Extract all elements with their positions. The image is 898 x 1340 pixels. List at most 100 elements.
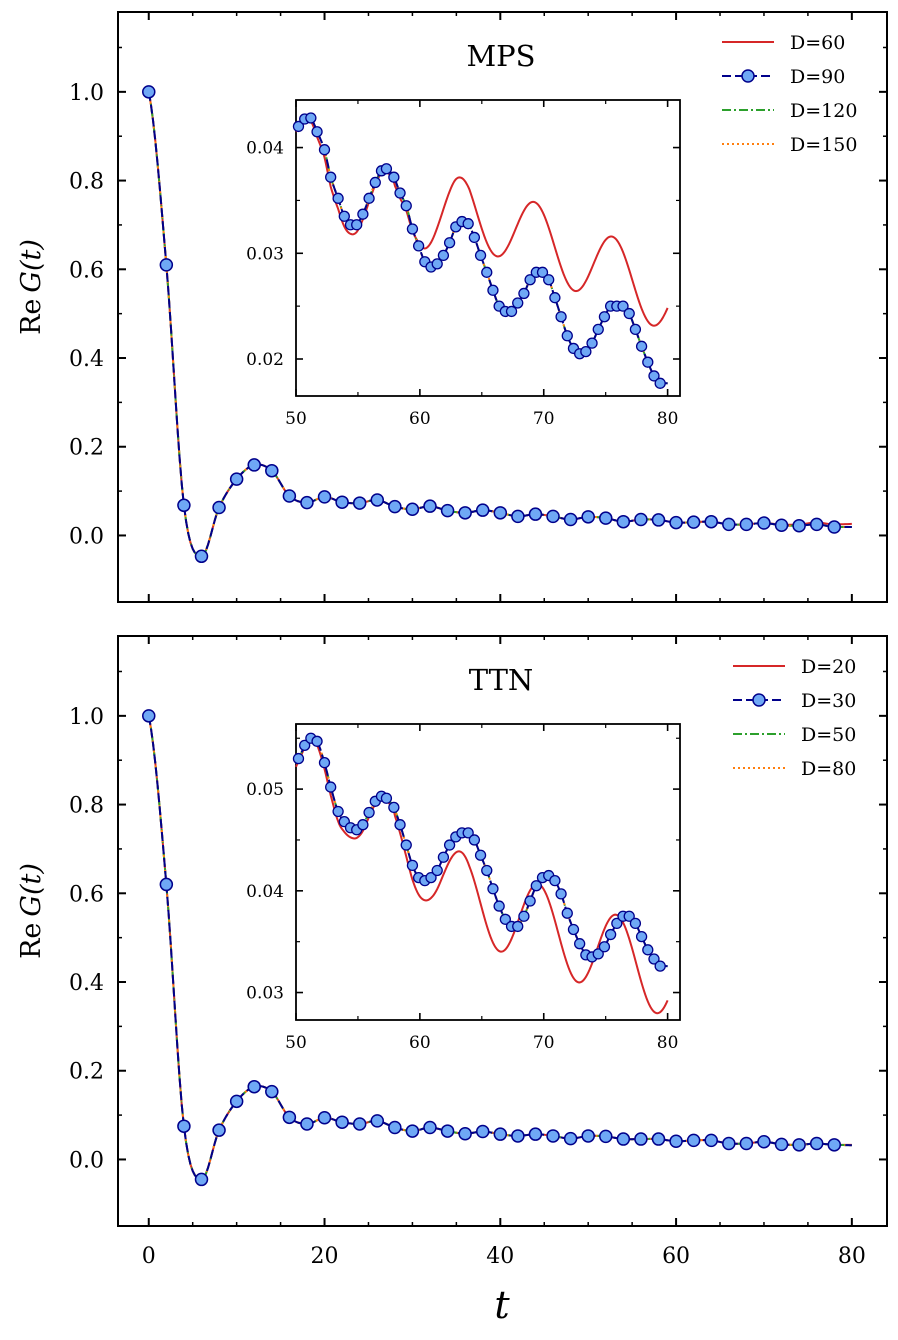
inset-y-tick-label: 0.03 xyxy=(246,244,284,264)
inset-data-point xyxy=(318,757,331,769)
inset-data-point xyxy=(518,910,530,922)
inset-data-point xyxy=(623,307,635,320)
legend-marker xyxy=(741,69,755,83)
data-point xyxy=(159,258,174,272)
data-point xyxy=(599,1129,613,1144)
y-tick-label: 1.0 xyxy=(69,705,104,730)
data-point xyxy=(458,506,472,520)
inset-data-point xyxy=(299,739,311,752)
inset-y-tick-label: 0.04 xyxy=(246,882,284,902)
inset-data-point xyxy=(598,311,611,323)
inset-x-tick-label: 80 xyxy=(657,409,679,429)
panel-ttn: 0.0 0.2 0.4 0.6 0.8 1.0 0 20 40 60 80 Re G(t) TTN D=20… xyxy=(16,635,888,1269)
y-tick-label: 0.0 xyxy=(69,524,104,549)
inset-data-point xyxy=(481,266,493,278)
y-tick-label: 0.6 xyxy=(69,258,104,283)
data-point xyxy=(616,514,631,529)
inset-series-line-D=20 xyxy=(295,739,669,1015)
data-point xyxy=(458,1126,472,1141)
inset-data-point xyxy=(611,917,623,930)
data-point xyxy=(651,513,666,527)
x-tick-label: 80 xyxy=(838,1244,866,1269)
inset-ttn: 0.03 0.04 0.05 50 60 70 80 xyxy=(246,723,681,1053)
data-point xyxy=(511,1129,525,1143)
data-point xyxy=(704,514,718,529)
data-point xyxy=(722,517,736,532)
data-point xyxy=(563,512,578,527)
data-point xyxy=(177,1119,191,1133)
data-point xyxy=(265,1084,279,1099)
inset-data-point xyxy=(530,880,542,892)
data-point xyxy=(423,499,437,513)
inset-data-point xyxy=(394,187,406,199)
y-tick-label: 0.2 xyxy=(69,1060,104,1085)
inset-data-point xyxy=(549,874,561,887)
data-point xyxy=(686,1133,701,1148)
axes-frame xyxy=(117,635,888,1227)
inset-data-point xyxy=(648,370,660,382)
data-point xyxy=(669,1134,683,1149)
legend-label: D=20 xyxy=(801,656,856,678)
data-point xyxy=(300,495,314,510)
data-point xyxy=(511,509,525,524)
inset-data-point xyxy=(292,752,305,765)
data-point xyxy=(282,489,297,503)
inset-data-point xyxy=(555,311,567,323)
inset-y-tick-label: 0.04 xyxy=(246,139,284,159)
inset-data-point xyxy=(654,377,666,389)
legend-label: D=80 xyxy=(801,758,856,780)
data-point xyxy=(651,1132,666,1146)
inset-data-point xyxy=(604,928,617,941)
x-tick-label: 20 xyxy=(311,1244,339,1269)
inset-data-point xyxy=(443,839,456,851)
data-point xyxy=(792,1138,806,1152)
inset-data-point xyxy=(431,258,443,270)
inset-data-point xyxy=(487,284,499,296)
data-point xyxy=(792,518,806,533)
data-point xyxy=(546,509,560,524)
legend-label: D=50 xyxy=(801,724,856,746)
data-point xyxy=(388,1120,402,1135)
inset-data-point xyxy=(462,827,474,839)
inset-data-point xyxy=(363,806,375,819)
inset-data-point xyxy=(437,851,450,863)
inset-data-point xyxy=(561,330,573,342)
y-tick-label: 0.0 xyxy=(69,1148,104,1173)
y-tick-label: 1.0 xyxy=(69,81,104,106)
inset-data-point xyxy=(474,849,487,861)
data-point xyxy=(528,1127,543,1141)
inset-data-point xyxy=(394,819,406,831)
data-point xyxy=(739,517,754,532)
data-point xyxy=(177,498,191,513)
inset-data-point xyxy=(431,864,443,877)
inset-data-point xyxy=(635,340,648,352)
axes-frame xyxy=(117,11,888,603)
legend-label: D=30 xyxy=(801,690,856,712)
data-point xyxy=(247,458,261,472)
inset-data-point xyxy=(400,839,412,851)
inset-data-point xyxy=(425,871,437,884)
data-point xyxy=(335,1115,349,1129)
data-point xyxy=(669,515,683,530)
inset-data-point xyxy=(369,176,381,189)
data-point xyxy=(229,472,244,486)
data-point xyxy=(352,496,367,510)
inset-data-point xyxy=(380,792,393,804)
data-point xyxy=(599,511,613,525)
x-axis-label: t xyxy=(494,1283,510,1327)
inset-data-point xyxy=(388,801,400,814)
inset-x-tick-label: 50 xyxy=(285,1033,307,1053)
inset-data-point xyxy=(635,930,648,943)
data-point xyxy=(317,490,332,504)
panel-title: MPS xyxy=(466,39,535,73)
inset-data-point xyxy=(549,292,561,304)
data-point xyxy=(757,516,771,530)
y-axis-label-re: Re xyxy=(16,923,47,959)
data-point xyxy=(142,709,156,723)
data-point xyxy=(774,518,789,533)
inset-data-point xyxy=(654,960,666,972)
inset-y-tick-label: 0.03 xyxy=(246,984,284,1004)
y-axis-label-g: G xyxy=(16,271,47,293)
legend-label: D=60 xyxy=(790,32,845,54)
inset-data-point xyxy=(325,171,337,183)
